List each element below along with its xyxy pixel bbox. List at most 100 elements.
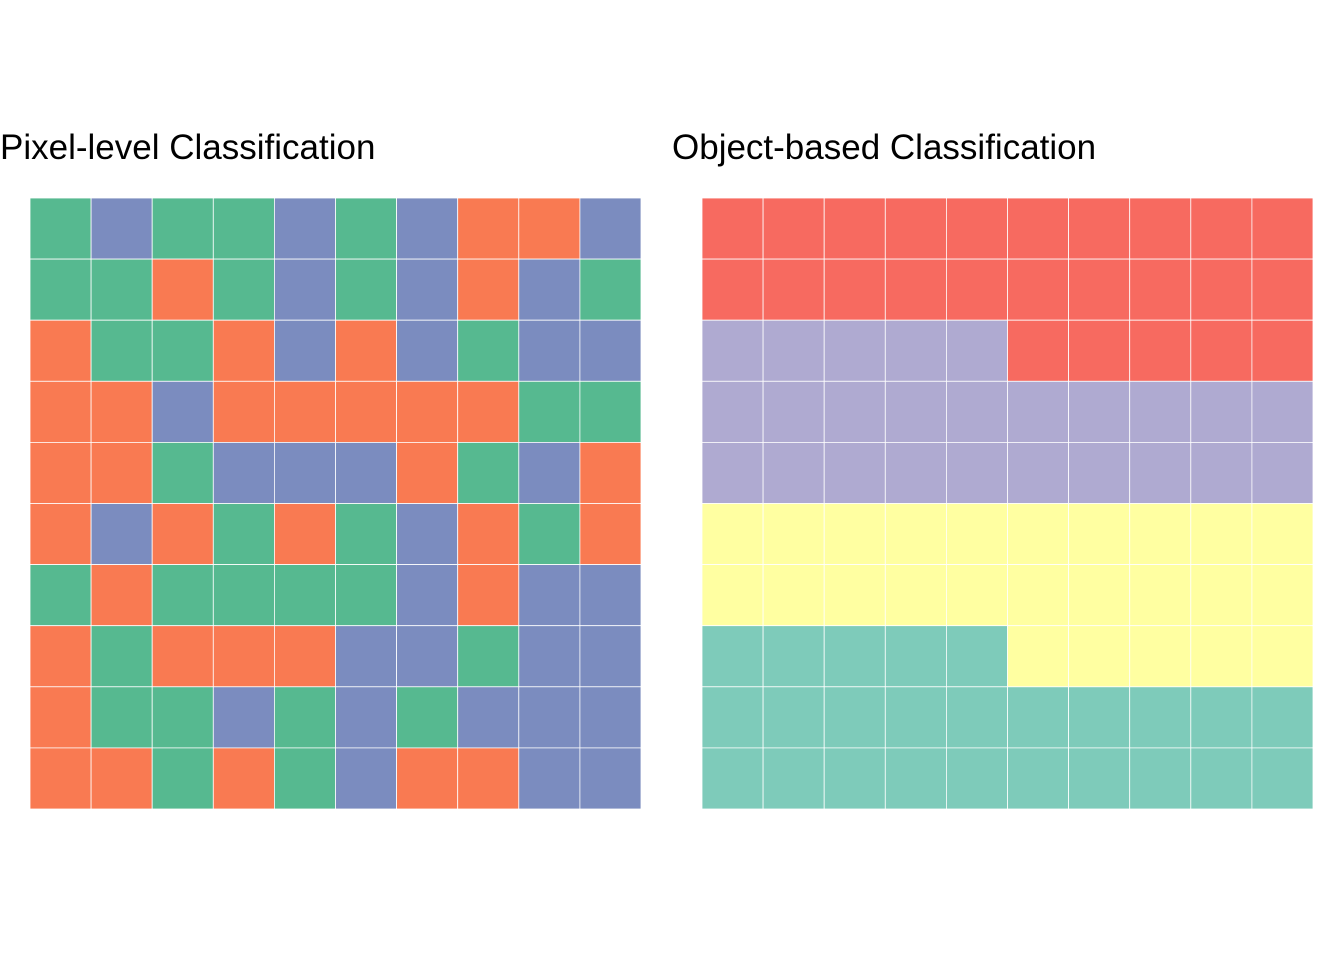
object-based-cell-r8-c9: [1251, 686, 1313, 749]
pixel-level-cell-r8-c3: [212, 686, 275, 749]
object-based-cell-r9-c2: [823, 747, 886, 809]
object-based-cell-r8-c0: [702, 686, 764, 749]
object-based-cell-r1-c7: [1129, 258, 1192, 321]
object-based-cell-r7-c7: [1129, 625, 1192, 688]
object-based-cell-r7-c9: [1251, 625, 1313, 688]
object-based-cell-r3-c5: [1007, 380, 1069, 443]
pixel-level-cell-r9-c7: [457, 747, 520, 809]
pixel-level-cell-r2-c1: [90, 319, 153, 382]
object-based-cell-r6-c3: [884, 564, 947, 627]
pixel-level-cell-r1-c4: [273, 258, 336, 321]
pixel-level-cell-r2-c8: [518, 319, 581, 382]
pixel-level-cell-r8-c5: [335, 686, 397, 749]
pixel-level-cell-r1-c3: [212, 258, 275, 321]
pixel-level-cell-r1-c5: [335, 258, 397, 321]
object-based-cell-r8-c7: [1129, 686, 1192, 749]
pixel-level-cell-r0-c6: [396, 198, 459, 260]
object-based-cell-r4-c8: [1190, 441, 1253, 504]
object-based-cell-r7-c2: [823, 625, 886, 688]
object-based-cell-r5-c1: [762, 503, 825, 565]
pixel-level-cell-r7-c6: [396, 625, 459, 688]
object-based-cell-r3-c4: [945, 380, 1008, 443]
pixel-level-cell-r5-c5: [335, 503, 397, 565]
pixel-level-cell-r3-c1: [90, 380, 153, 443]
pixel-level-cell-r4-c6: [396, 441, 459, 504]
object-based-cell-r3-c6: [1068, 380, 1131, 443]
pixel-level-cell-r1-c8: [518, 258, 581, 321]
object-based-cell-r9-c0: [702, 747, 764, 809]
object-based-cell-r0-c9: [1251, 198, 1313, 260]
object-based-cell-r9-c6: [1068, 747, 1131, 809]
object-based-cell-r1-c6: [1068, 258, 1131, 321]
pixel-level-cell-r8-c0: [30, 686, 92, 749]
object-based-cell-r7-c4: [945, 625, 1008, 688]
object-based-cell-r6-c9: [1251, 564, 1313, 627]
object-based-cell-r3-c9: [1251, 380, 1313, 443]
pixel-level-cell-r1-c9: [579, 258, 641, 321]
pixel-level-cell-r3-c9: [579, 380, 641, 443]
object-based-cell-r3-c1: [762, 380, 825, 443]
pixel-level-cell-r5-c4: [273, 503, 336, 565]
pixel-level-cell-r6-c1: [90, 564, 153, 627]
pixel-level-cell-r0-c4: [273, 198, 336, 260]
pixel-level-cell-r6-c8: [518, 564, 581, 627]
object-based-cell-r6-c0: [702, 564, 764, 627]
object-based-cell-r1-c1: [762, 258, 825, 321]
pixel-level-cell-r9-c5: [335, 747, 397, 809]
pixel-level-cell-r3-c5: [335, 380, 397, 443]
object-based-cell-r4-c7: [1129, 441, 1192, 504]
object-based-cell-r6-c5: [1007, 564, 1069, 627]
object-based-cell-r2-c6: [1068, 319, 1131, 382]
pixel-level-cell-r5-c2: [151, 503, 214, 565]
object-based-cell-r1-c0: [702, 258, 764, 321]
pixel-level-cell-r0-c3: [212, 198, 275, 260]
pixel-level-cell-r4-c0: [30, 441, 92, 504]
pixel-level-grid: [30, 198, 641, 809]
object-based-cell-r5-c4: [945, 503, 1008, 565]
pixel-level-cell-r9-c1: [90, 747, 153, 809]
pixel-level-cell-r4-c3: [212, 441, 275, 504]
object-based-cell-r6-c1: [762, 564, 825, 627]
pixel-level-cell-r3-c3: [212, 380, 275, 443]
object-based-cell-r5-c0: [702, 503, 764, 565]
pixel-level-cell-r8-c2: [151, 686, 214, 749]
object-based-cell-r0-c6: [1068, 198, 1131, 260]
object-based-title: Object-based Classification: [672, 128, 1097, 167]
object-based-cell-r4-c9: [1251, 441, 1313, 504]
object-based-cell-r9-c3: [884, 747, 947, 809]
object-based-cell-r9-c9: [1251, 747, 1313, 809]
object-based-cell-r5-c2: [823, 503, 886, 565]
pixel-level-cell-r2-c5: [335, 319, 397, 382]
object-based-cell-r9-c5: [1007, 747, 1069, 809]
object-based-cell-r2-c0: [702, 319, 764, 382]
object-based-cell-r5-c3: [884, 503, 947, 565]
pixel-level-cell-r0-c5: [335, 198, 397, 260]
pixel-level-cell-r7-c9: [579, 625, 641, 688]
pixel-level-cell-r4-c2: [151, 441, 214, 504]
pixel-level-cell-r0-c7: [457, 198, 520, 260]
object-based-cell-r2-c9: [1251, 319, 1313, 382]
object-based-cell-r0-c8: [1190, 198, 1253, 260]
pixel-level-cell-r1-c7: [457, 258, 520, 321]
object-based-cell-r3-c8: [1190, 380, 1253, 443]
object-based-cell-r4-c6: [1068, 441, 1131, 504]
pixel-level-cell-r8-c1: [90, 686, 153, 749]
object-based-cell-r8-c3: [884, 686, 947, 749]
pixel-level-cell-r3-c4: [273, 380, 336, 443]
pixel-level-cell-r5-c7: [457, 503, 520, 565]
pixel-level-cell-r0-c9: [579, 198, 641, 260]
pixel-level-cell-r8-c6: [396, 686, 459, 749]
object-based-cell-r1-c2: [823, 258, 886, 321]
object-based-cell-r7-c5: [1007, 625, 1069, 688]
pixel-level-cell-r7-c7: [457, 625, 520, 688]
pixel-level-cell-r2-c3: [212, 319, 275, 382]
pixel-level-cell-r9-c8: [518, 747, 581, 809]
pixel-level-cell-r3-c2: [151, 380, 214, 443]
object-based-cell-r0-c3: [884, 198, 947, 260]
pixel-level-cell-r3-c7: [457, 380, 520, 443]
pixel-level-cell-r6-c2: [151, 564, 214, 627]
object-based-cell-r8-c6: [1068, 686, 1131, 749]
object-based-cell-r0-c4: [945, 198, 1008, 260]
pixel-level-cell-r1-c1: [90, 258, 153, 321]
pixel-level-cell-r9-c2: [151, 747, 214, 809]
